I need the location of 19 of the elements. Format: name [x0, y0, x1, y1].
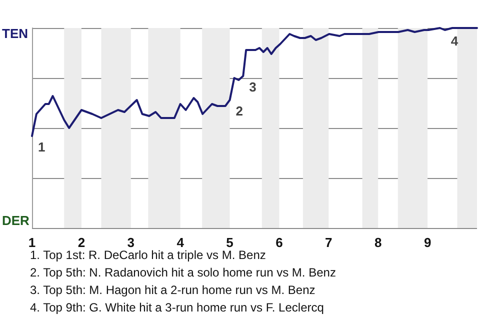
x-tick-label: 4: [176, 235, 185, 250]
text: 3. Top 5th: M. Hagon hit a 2-run home run vs M. Benz: [30, 283, 316, 297]
x-tick-label: 7: [325, 235, 332, 250]
x-tick-label: 5: [226, 235, 234, 250]
text: TEN: [2, 26, 28, 41]
x-tick-label: 6: [276, 235, 283, 250]
text: 4. Top 9th: G. White hit a 3-run home run vs F. Leclercq: [30, 300, 324, 314]
x-tick-label: 9: [424, 235, 432, 250]
x-tick-label: 3: [127, 235, 135, 250]
x-tick-label: 8: [374, 235, 382, 250]
text: 1. Top 1st: R. DeCarlo hit a triple vs M. Benz: [30, 248, 266, 262]
x-tick-label: 2: [78, 235, 86, 250]
text: 2. Top 5th: N. Radanovich hit a solo home run vs M. Benz: [30, 266, 336, 280]
annotation: 3: [249, 80, 256, 94]
annotation: 1: [38, 140, 46, 154]
text: DER: [2, 213, 30, 228]
x-tick-label: 1: [28, 235, 36, 250]
annotation: 4: [450, 34, 459, 48]
annotation: 2: [236, 104, 244, 118]
